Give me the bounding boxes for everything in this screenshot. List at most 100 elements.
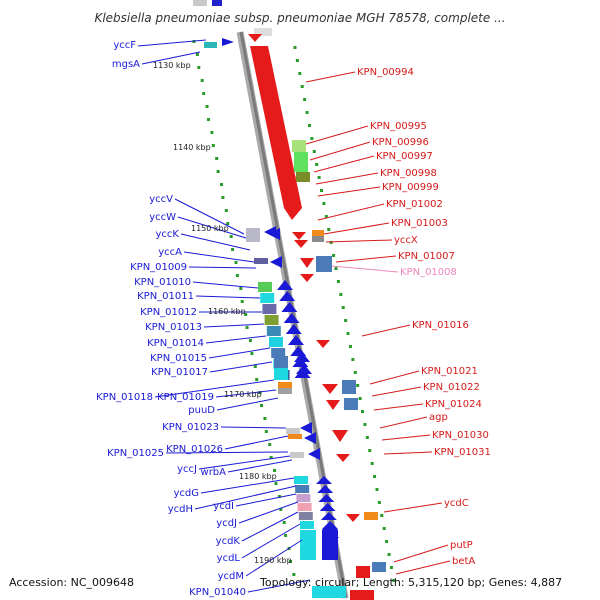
tick-mark: [279, 508, 283, 511]
tick-mark: [324, 215, 328, 218]
gene-label-right[interactable]: KPN_01030: [432, 430, 489, 441]
gene-block: [295, 485, 310, 493]
tick-mark: [215, 157, 219, 160]
gene-label-left[interactable]: yccF: [113, 40, 136, 51]
gene-label-right[interactable]: KPN_01016: [412, 320, 469, 331]
gene-label-left[interactable]: yccV: [149, 194, 173, 205]
gene-label-right[interactable]: KPN_01002: [386, 199, 443, 210]
gene-block: [274, 368, 288, 380]
gene-block: [342, 380, 356, 394]
gene-label-left[interactable]: yccA: [158, 247, 182, 258]
gene-block: [204, 42, 217, 48]
connector-line: [183, 251, 255, 263]
connector-line: [216, 397, 279, 411]
gene-label-left[interactable]: KPN_01017: [151, 367, 208, 378]
gene-block: [290, 452, 304, 458]
gene-block: [316, 256, 332, 272]
gene-arrow: [318, 494, 335, 502]
gene-label-right[interactable]: yccX: [394, 235, 418, 246]
gene-arrow: [288, 335, 304, 345]
connector-line: [224, 435, 289, 450]
gene-label-left[interactable]: KPN_01012: [140, 307, 197, 318]
connector-line: [305, 71, 356, 83]
gene-label-left[interactable]: ycdM: [218, 571, 244, 582]
tick-mark: [253, 365, 257, 368]
connector-line: [238, 501, 299, 524]
gene-label-left[interactable]: yccJ: [177, 464, 197, 475]
tick-mark: [356, 384, 360, 387]
gene-block: [312, 230, 324, 236]
gene-label-left[interactable]: KPN_01014: [147, 338, 204, 349]
gene-label-left[interactable]: ycdH: [168, 504, 193, 515]
gene-label-right[interactable]: KPN_00999: [382, 182, 439, 193]
gene-label-left[interactable]: KPN_01018: [96, 392, 153, 403]
gene-label-left[interactable]: yccW: [149, 212, 176, 223]
gene-label-right[interactable]: KPN_01031: [434, 447, 491, 458]
gene-label-left[interactable]: KPN_01026: [166, 444, 223, 455]
tick-mark: [375, 488, 379, 491]
ruler-label: 1170 kbp: [224, 390, 262, 399]
gene-label-right[interactable]: KPN_01024: [425, 399, 482, 410]
gene-label-left[interactable]: mgsA: [112, 59, 140, 70]
gene-label-right[interactable]: KPN_00998: [380, 168, 437, 179]
gene-arrow: [268, 228, 280, 240]
gene-label-right[interactable]: ycdC: [444, 498, 469, 509]
gene-arrow: [308, 448, 320, 460]
tick-mark: [263, 417, 267, 420]
gene-label-left[interactable]: KPN_01009: [130, 262, 187, 273]
gene-label-right[interactable]: KPN_01008: [400, 267, 457, 278]
tick-mark: [370, 462, 374, 465]
gene-label-left[interactable]: KPN_01019: [157, 392, 214, 403]
gene-block: [294, 152, 308, 172]
gene-label-right[interactable]: betA: [452, 556, 475, 567]
gene-label-right[interactable]: putP: [450, 540, 473, 551]
tick-mark: [206, 118, 210, 121]
connector-line: [361, 324, 411, 337]
gene-label-right[interactable]: KPN_00996: [372, 137, 429, 148]
gene-label-left[interactable]: KPN_01013: [145, 322, 202, 333]
gene-label-right[interactable]: KPN_01003: [391, 218, 448, 229]
gene-label-left[interactable]: yccK: [156, 229, 180, 240]
accession-text: Accession: NC_009648: [9, 576, 134, 589]
gene-label-right[interactable]: KPN_00997: [376, 151, 433, 162]
connector-line: [325, 239, 393, 243]
gene-label-right[interactable]: agp: [429, 412, 448, 423]
gene-label-right[interactable]: KPN_00995: [370, 121, 427, 132]
tick-mark: [255, 378, 259, 381]
gene-label-left[interactable]: KPN_01010: [134, 277, 191, 288]
gene-label-left[interactable]: KPN_01011: [137, 291, 194, 302]
tick-mark: [315, 163, 319, 166]
connector-line: [383, 502, 443, 513]
connector-line: [203, 323, 265, 328]
tick-mark: [226, 222, 230, 225]
tick-mark: [385, 540, 389, 543]
gene-label-right[interactable]: KPN_01021: [421, 366, 478, 377]
connector-line: [241, 511, 299, 542]
tick-mark: [365, 436, 369, 439]
gene-label-left[interactable]: puuD: [188, 405, 215, 416]
gene-label-left[interactable]: KPN_01040: [189, 587, 246, 598]
gene-label-left[interactable]: ycdL: [217, 553, 241, 564]
gene-block: [262, 304, 277, 314]
tick-mark: [268, 443, 272, 446]
gene-arrow: [300, 274, 314, 282]
gene-label-left[interactable]: KPN_01023: [162, 422, 219, 433]
gene-label-left[interactable]: KPN_01015: [150, 353, 207, 364]
gene-arrow: [332, 430, 348, 442]
connector-line: [371, 386, 422, 397]
gene-arrow: [294, 352, 310, 362]
gene-label-right[interactable]: KPN_01007: [398, 251, 455, 262]
gene-label-right[interactable]: KPN_01022: [423, 382, 480, 393]
gene-label-right[interactable]: KPN_00994: [357, 67, 414, 78]
gene-label-left[interactable]: ycdI: [213, 501, 234, 512]
gene-block: [260, 293, 275, 303]
tick-mark: [368, 449, 372, 452]
gene-label-left[interactable]: KPN_01025: [107, 448, 164, 459]
connector-line: [220, 426, 287, 429]
gene-label-left[interactable]: ycdG: [173, 488, 199, 499]
gene-label-left[interactable]: ycdJ: [216, 518, 237, 529]
tick-mark: [211, 144, 215, 147]
gene-label-left[interactable]: ycdK: [216, 536, 241, 547]
gene-label-left[interactable]: wrbA: [201, 467, 227, 478]
tick-mark: [292, 573, 296, 576]
